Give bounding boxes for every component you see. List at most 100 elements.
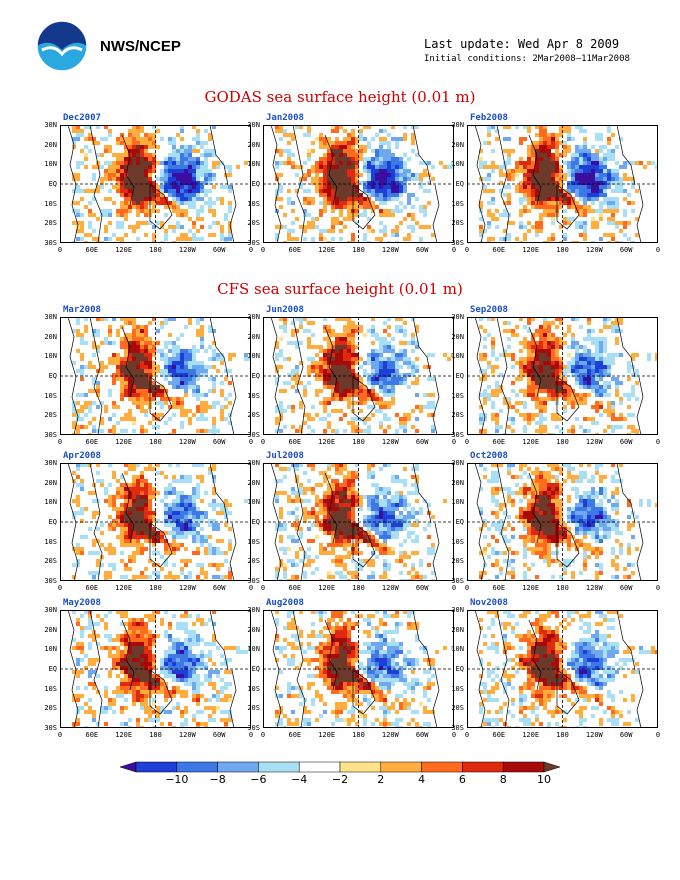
y-tick-label: 30N <box>44 459 57 467</box>
colorbar-swatch <box>380 761 422 773</box>
y-tick-label: 20S <box>44 704 57 713</box>
x-tick-label: 0 <box>451 438 457 446</box>
x-tick-label: 0 <box>655 246 661 254</box>
y-tick-label: 10S <box>44 537 57 546</box>
y-tick-label: 30S <box>451 239 464 247</box>
colorbar-swatch <box>176 761 218 773</box>
panel-month-label: Jan2008 <box>266 113 304 123</box>
y-tick-label: 30N <box>451 121 464 129</box>
x-tick-label: 180 <box>352 584 365 592</box>
ssh-map-panel: May2008 30N 20N 10N EQ 10S 20S 30S 0 60E 120E 180 12… <box>44 598 253 739</box>
x-tick-label: 120E <box>522 584 540 592</box>
y-tick-label: 20N <box>451 332 464 341</box>
x-tick-label: 0 <box>464 731 470 739</box>
ssh-map-panel: Sep2008 30N 20N 10N EQ 10S 20S 30S 0 60E 120E 180 12… <box>451 305 660 446</box>
ssh-map-panel: Oct2008 30N 20N 10N EQ 10S 20S 30S 0 60E 120E 180 12… <box>451 451 660 592</box>
y-tick-label: 10N <box>247 352 260 361</box>
y-tick-label: 30N <box>451 313 464 321</box>
y-tick-label: 30S <box>44 239 57 247</box>
x-tick-label: 120E <box>522 246 540 254</box>
y-tick-label: 20S <box>247 704 260 713</box>
x-tick-label: 120E <box>318 731 336 739</box>
x-tick-label: 60E <box>85 438 99 446</box>
x-tick-label: 180 <box>556 584 569 592</box>
x-tick-label: 0 <box>260 438 266 446</box>
y-tick-label: EQ <box>455 180 464 188</box>
x-tick-label: 120E <box>318 584 336 592</box>
colorbar-tick-label: 8 <box>500 773 507 786</box>
x-tick-label: 0 <box>260 731 266 739</box>
x-tick-label: 0 <box>451 246 457 254</box>
x-tick-label: 120W <box>178 731 196 739</box>
x-tick-label: 60W <box>415 246 429 254</box>
y-tick-label: 20N <box>247 478 260 487</box>
x-tick-label: 60E <box>492 731 506 739</box>
ssh-map-field <box>263 610 454 728</box>
panel-month-label: Nov2008 <box>470 598 508 608</box>
y-tick-label: 20S <box>247 219 260 228</box>
ssh-map-panel: Jun2008 30N 20N 10N EQ 10S 20S 30S 0 60E 120E 180 12… <box>247 305 456 446</box>
ssh-map-panel: Dec2007 30N 20N 10N EQ 10S 20S 30S 0 60E 120E 180 12… <box>44 113 253 254</box>
x-tick-label: 60W <box>619 438 633 446</box>
y-tick-label: 30N <box>247 606 260 614</box>
y-tick-label: 30N <box>451 606 464 614</box>
y-tick-label: 20S <box>451 219 464 228</box>
y-tick-label: 10N <box>247 160 260 169</box>
y-tick-label: EQ <box>251 518 260 526</box>
y-tick-label: 10S <box>247 391 260 400</box>
ssh-map-field <box>467 125 658 243</box>
y-tick-label: 30S <box>44 431 57 439</box>
y-tick-label: EQ <box>455 518 464 526</box>
x-tick-label: 180 <box>556 246 569 254</box>
y-tick-label: EQ <box>48 372 57 380</box>
y-tick-label: 30N <box>247 121 260 129</box>
colorbar-swatch <box>217 761 259 773</box>
x-tick-label: 120W <box>585 246 603 254</box>
x-tick-label: 180 <box>556 438 569 446</box>
colorbar-tick-label: −8 <box>209 773 225 786</box>
x-tick-label: 180 <box>556 731 569 739</box>
y-tick-label: 10N <box>44 498 57 507</box>
x-tick-label: 120W <box>381 731 399 739</box>
x-tick-label: 120W <box>178 438 196 446</box>
y-tick-label: 10N <box>44 645 57 654</box>
x-tick-label: 60E <box>288 246 302 254</box>
y-tick-label: EQ <box>48 180 57 188</box>
y-tick-label: 10N <box>44 160 57 169</box>
initial-conditions-text: Initial conditions: 2Mar2008–11Mar2008 <box>424 54 630 64</box>
ssh-map-field <box>467 610 658 728</box>
x-tick-label: 120W <box>585 438 603 446</box>
x-tick-label: 60W <box>415 584 429 592</box>
y-tick-label: 10N <box>451 645 464 654</box>
x-tick-label: 120W <box>178 246 196 254</box>
y-tick-label: 30S <box>451 724 464 732</box>
colorbar-legend: −10 −8 −6 −4 −2 2 4 6 8 10 <box>120 761 560 786</box>
colorbar-tick-label: −4 <box>291 773 307 786</box>
y-tick-label: EQ <box>251 372 260 380</box>
x-tick-label: 0 <box>57 246 63 254</box>
panel-month-label: Jun2008 <box>266 305 304 315</box>
y-tick-label: 20S <box>44 557 57 566</box>
x-tick-label: 120W <box>585 584 603 592</box>
y-tick-label: EQ <box>455 372 464 380</box>
y-tick-label: 10N <box>247 498 260 507</box>
colorbar-tick-label: 2 <box>377 773 384 786</box>
x-tick-label: 60W <box>415 438 429 446</box>
colorbar-swatch <box>502 761 545 773</box>
panel-month-label: Oct2008 <box>470 451 508 461</box>
x-tick-label: 60E <box>288 731 302 739</box>
x-tick-label: 0 <box>464 584 470 592</box>
y-tick-label: 30N <box>44 606 57 614</box>
x-tick-label: 60E <box>288 438 302 446</box>
x-tick-label: 0 <box>464 438 470 446</box>
x-tick-label: 120E <box>115 438 133 446</box>
x-tick-label: 0 <box>248 438 254 446</box>
y-tick-label: 10N <box>247 645 260 654</box>
colorbar-swatch <box>462 761 504 773</box>
x-tick-label: 60W <box>619 246 633 254</box>
panel-month-label: Mar2008 <box>63 305 101 315</box>
colorbar-min-arrow <box>120 761 137 773</box>
y-tick-label: 30N <box>247 459 260 467</box>
noaa-logo-icon <box>36 20 88 72</box>
y-tick-label: 20N <box>451 140 464 149</box>
